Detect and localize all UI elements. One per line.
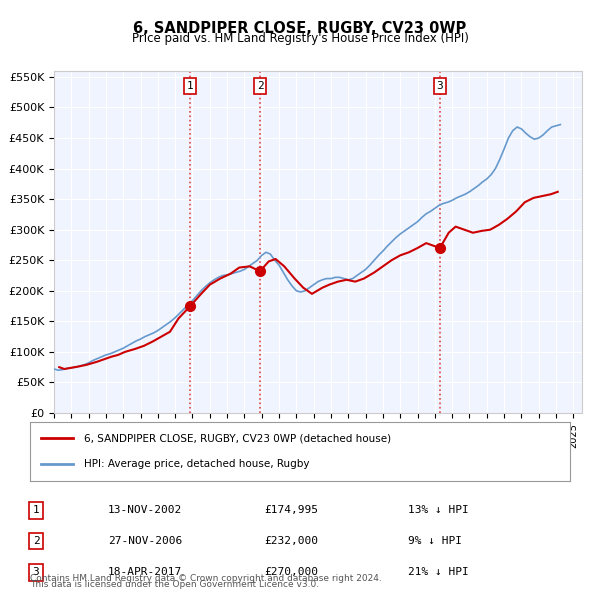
Text: £270,000: £270,000 bbox=[264, 568, 318, 577]
Text: 2: 2 bbox=[32, 536, 40, 546]
Text: 3: 3 bbox=[436, 81, 443, 91]
Text: 21% ↓ HPI: 21% ↓ HPI bbox=[408, 568, 469, 577]
Text: This data is licensed under the Open Government Licence v3.0.: This data is licensed under the Open Gov… bbox=[30, 580, 319, 589]
Text: £174,995: £174,995 bbox=[264, 506, 318, 515]
Text: 9% ↓ HPI: 9% ↓ HPI bbox=[408, 536, 462, 546]
Text: 13-NOV-2002: 13-NOV-2002 bbox=[108, 506, 182, 515]
Text: £232,000: £232,000 bbox=[264, 536, 318, 546]
Text: 6, SANDPIPER CLOSE, RUGBY, CV23 0WP: 6, SANDPIPER CLOSE, RUGBY, CV23 0WP bbox=[133, 21, 467, 35]
Text: 18-APR-2017: 18-APR-2017 bbox=[108, 568, 182, 577]
Text: 6, SANDPIPER CLOSE, RUGBY, CV23 0WP (detached house): 6, SANDPIPER CLOSE, RUGBY, CV23 0WP (det… bbox=[84, 434, 391, 443]
Text: Price paid vs. HM Land Registry's House Price Index (HPI): Price paid vs. HM Land Registry's House … bbox=[131, 32, 469, 45]
Text: Contains HM Land Registry data © Crown copyright and database right 2024.: Contains HM Land Registry data © Crown c… bbox=[30, 574, 382, 583]
Text: HPI: Average price, detached house, Rugby: HPI: Average price, detached house, Rugb… bbox=[84, 460, 310, 469]
Text: 1: 1 bbox=[32, 506, 40, 515]
Text: 2: 2 bbox=[257, 81, 263, 91]
Text: 3: 3 bbox=[32, 568, 40, 577]
Text: 13% ↓ HPI: 13% ↓ HPI bbox=[408, 506, 469, 515]
Text: 27-NOV-2006: 27-NOV-2006 bbox=[108, 536, 182, 546]
Text: 1: 1 bbox=[187, 81, 194, 91]
